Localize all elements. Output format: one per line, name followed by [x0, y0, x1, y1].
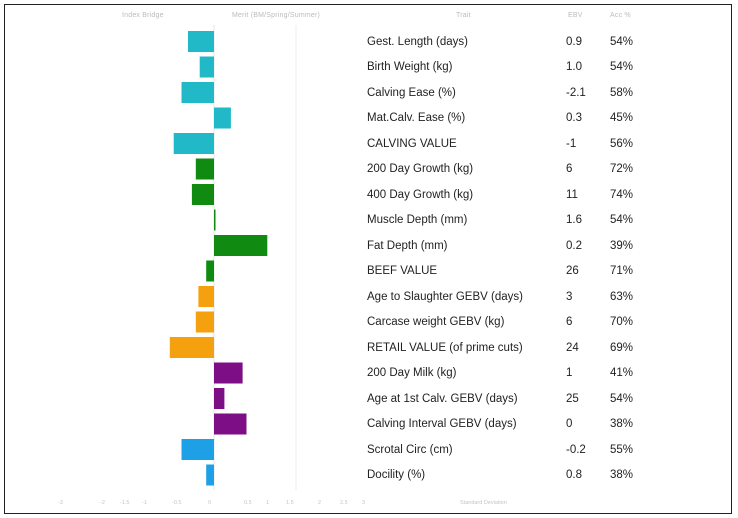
- scale-label: -1.5: [120, 500, 130, 506]
- scale-label: 1.5: [286, 500, 294, 506]
- bar-3: [181, 82, 214, 103]
- ebv-value: -0.2: [566, 443, 586, 456]
- header-index-bridge: Index Bridge: [122, 12, 164, 19]
- trait-label: Docility (%): [367, 469, 426, 481]
- acc-value: 56%: [610, 137, 634, 150]
- ebv-value: 0: [566, 418, 573, 430]
- bar-8: [214, 209, 216, 231]
- header-ebv: EBV: [568, 12, 583, 19]
- trait-label: RETAIL VALUE (of prime cuts): [367, 341, 523, 354]
- trait-label: Calving Ease (%): [367, 86, 456, 99]
- bar-4: [214, 107, 231, 129]
- scale-label: 2: [318, 500, 322, 506]
- acc-value: 54%: [610, 214, 634, 226]
- bar-11: [198, 286, 214, 307]
- ebv-value: 0.2: [566, 239, 582, 252]
- trait-label: Scrotal Circ (cm): [367, 443, 453, 456]
- acc-value: 74%: [610, 188, 634, 201]
- trait-label: Muscle Depth (mm): [367, 214, 468, 226]
- bar-9: [214, 235, 268, 256]
- bars-group: [169, 31, 268, 486]
- header-trait: Trait: [456, 12, 471, 19]
- header-acc: Acc %: [610, 12, 631, 19]
- trait-label: Birth Weight (kg): [367, 61, 453, 73]
- acc-value: 54%: [610, 61, 634, 73]
- acc-value: 39%: [610, 239, 634, 252]
- trait-label: 200 Day Growth (kg): [367, 163, 474, 175]
- trait-label: Carcase weight GEBV (kg): [367, 316, 505, 328]
- bar-6: [195, 158, 214, 180]
- scale-label: 2.5: [340, 500, 348, 506]
- acc-value: 38%: [610, 418, 634, 430]
- acc-value: 69%: [610, 341, 634, 354]
- trait-label: 200 Day Milk (kg): [367, 367, 457, 379]
- ebv-value: 1.6: [566, 214, 582, 226]
- ebv-value: 1: [566, 367, 573, 379]
- acc-value: 58%: [610, 86, 634, 99]
- acc-value: 45%: [610, 112, 634, 124]
- scale-label: -1: [142, 500, 147, 506]
- bar-13: [169, 337, 214, 358]
- ebv-value: 6: [566, 316, 573, 328]
- trait-label: 400 Day Growth (kg): [367, 188, 474, 201]
- bar-18: [206, 464, 214, 486]
- ebv-value: 0.8: [566, 469, 582, 481]
- trait-label: BEEF VALUE: [367, 265, 438, 277]
- trait-label: Age to Slaughter GEBV (days): [367, 290, 523, 303]
- bar-7: [191, 184, 214, 205]
- trait-label: Age at 1st Calv. GEBV (days): [367, 392, 518, 405]
- acc-value: 38%: [610, 469, 634, 481]
- chart-frame: [4, 4, 732, 514]
- acc-value: 54%: [610, 35, 634, 48]
- bar-5: [173, 133, 214, 154]
- bar-10: [206, 260, 214, 282]
- scale-label: 1: [266, 500, 270, 506]
- trait-label: Calving Interval GEBV (days): [367, 418, 517, 430]
- ebv-value: 25: [566, 392, 579, 405]
- trait-label: Mat.Calv. Ease (%): [367, 112, 466, 124]
- header-merit: Merit (BM/Spring/Summer): [232, 12, 321, 19]
- bar-14: [214, 362, 243, 384]
- bar-1: [188, 31, 214, 52]
- scale-label: -0.5: [172, 500, 182, 506]
- bar-12: [195, 311, 214, 333]
- acc-value: 41%: [610, 367, 634, 379]
- ebv-value: 11: [566, 188, 578, 201]
- ebv-value: 0.3: [566, 112, 582, 124]
- trait-label: CALVING VALUE: [367, 137, 457, 150]
- ebv-value: -1: [566, 137, 577, 150]
- trait-label: Fat Depth (mm): [367, 239, 448, 252]
- ebv-value: 24: [566, 341, 579, 354]
- acc-value: 72%: [610, 163, 634, 175]
- acc-value: 63%: [610, 290, 634, 303]
- acc-value: 54%: [610, 392, 634, 405]
- acc-value: 70%: [610, 316, 634, 328]
- scale-label: 3: [362, 500, 366, 506]
- scale-note: Standard Deviation: [460, 500, 507, 506]
- scale-label: -3: [58, 500, 63, 506]
- ebv-value: 3: [566, 290, 573, 303]
- ebv-value: 1.0: [566, 61, 582, 73]
- ebv-value: -2.1: [566, 86, 586, 99]
- scale-label: 0.5: [244, 500, 252, 506]
- trait-label: Gest. Length (days): [367, 35, 468, 48]
- ebv-value: 6: [566, 163, 573, 175]
- bar-16: [214, 413, 247, 435]
- acc-value: 55%: [610, 443, 634, 456]
- scale-label: -2: [100, 500, 105, 506]
- ebv-value: 0.9: [566, 35, 582, 48]
- ebv-value: 26: [566, 265, 579, 277]
- acc-value: 71%: [610, 265, 634, 277]
- bar-2: [199, 56, 214, 78]
- bar-17: [181, 439, 214, 460]
- scale-label: 0: [208, 500, 212, 506]
- bar-15: [214, 388, 225, 409]
